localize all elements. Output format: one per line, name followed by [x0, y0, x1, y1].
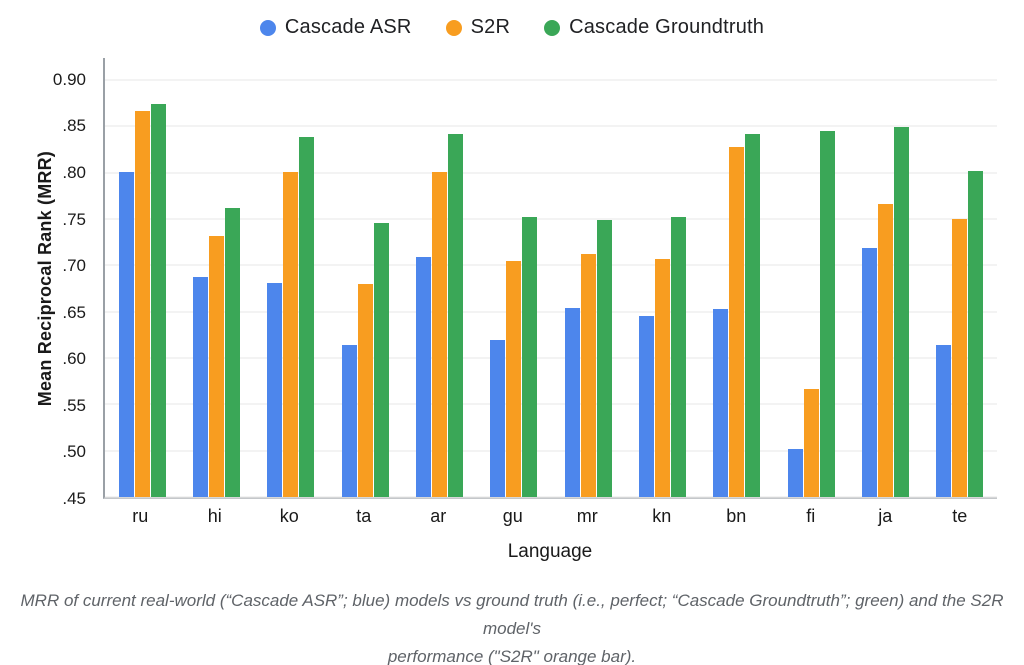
- legend-dot-icon-cascade-groundtruth: [544, 19, 561, 36]
- bar-group-mr: [551, 58, 625, 497]
- bar-cascade-asr-hi: [192, 277, 208, 497]
- legend-item-cascade-asr: Cascade ASR: [259, 16, 412, 39]
- bar-cascade-asr-ru: [118, 171, 134, 497]
- y-tick-label: .75: [62, 209, 86, 229]
- bar-cascade-groundtruth-ar: [447, 133, 463, 497]
- y-tick-label: .50: [62, 442, 86, 462]
- bar-s2r-bn: [729, 147, 745, 497]
- bar-cascade-groundtruth-kn: [670, 217, 686, 497]
- y-tick-label: 0.90: [52, 69, 86, 89]
- bar-s2r-fi: [803, 388, 819, 497]
- bar-cascade-groundtruth-te: [968, 170, 984, 497]
- y-tick-label: .65: [62, 302, 86, 322]
- x-tick-label-gu: gu: [502, 506, 523, 526]
- legend-label-cascade-asr: Cascade ASR: [284, 16, 412, 38]
- x-axis-labels: ru hi ko ta ar gu mr kn bn fi ja te: [103, 506, 997, 527]
- legend-dot-icon-s2r: [445, 19, 462, 36]
- y-tick-label: .60: [62, 349, 86, 369]
- bar-group-fi: [774, 58, 848, 497]
- legend-item-s2r: S2R: [445, 16, 511, 39]
- bar-group-ko: [254, 58, 328, 497]
- bar-s2r-hi: [208, 236, 224, 497]
- bar-cascade-groundtruth-ja: [893, 127, 909, 497]
- x-tick-label-bn: bn: [726, 506, 747, 526]
- x-tick-label-ta: ta: [356, 506, 372, 526]
- bar-groups: [105, 58, 997, 497]
- bar-cascade-asr-ta: [341, 344, 357, 497]
- bar-group-gu: [477, 58, 551, 497]
- bar-group-kn: [625, 58, 699, 497]
- x-tick-label-ko: ko: [279, 506, 299, 526]
- gridline: [105, 218, 997, 220]
- bar-cascade-groundtruth-bn: [745, 133, 761, 497]
- bar-group-ja: [848, 58, 922, 497]
- bar-cascade-asr-ko: [267, 282, 283, 497]
- bar-s2r-ta: [357, 283, 373, 497]
- y-tick-label: .45: [62, 489, 86, 508]
- bar-cascade-groundtruth-fi: [819, 130, 835, 497]
- gridline: [105, 311, 997, 313]
- bar-cascade-asr-fi: [787, 448, 803, 497]
- bar-cascade-groundtruth-hi: [224, 207, 240, 497]
- gridline: [105, 172, 997, 174]
- gridline: [105, 125, 997, 127]
- bar-cascade-groundtruth-ko: [299, 137, 315, 497]
- gridline: [105, 79, 997, 81]
- bar-s2r-gu: [506, 260, 522, 497]
- bar-cascade-groundtruth-mr: [596, 219, 612, 497]
- x-axis-title: Language: [507, 541, 593, 562]
- bar-group-ar: [402, 58, 476, 497]
- gridline: [105, 450, 997, 452]
- bar-s2r-ja: [877, 204, 893, 497]
- bar-cascade-groundtruth-ta: [373, 222, 389, 497]
- bar-cascade-asr-te: [936, 344, 952, 497]
- legend-label-cascade-groundtruth: Cascade Groundtruth: [569, 16, 765, 38]
- bar-cascade-asr-bn: [713, 308, 729, 497]
- bar-group-te: [923, 58, 997, 497]
- bar-s2r-ar: [431, 171, 447, 497]
- bar-s2r-kn: [654, 258, 670, 497]
- x-tick-label-kn: kn: [652, 506, 672, 526]
- legend-item-cascade-groundtruth: Cascade Groundtruth: [544, 16, 764, 39]
- x-tick-label-hi: hi: [207, 506, 222, 526]
- figure-caption-line2: performance ("S2R" orange bar).: [387, 647, 637, 665]
- legend-label-s2r: S2R: [470, 16, 511, 38]
- gridline: [105, 357, 997, 359]
- gridline: [105, 496, 997, 498]
- gridline: [105, 264, 997, 266]
- x-tick-label-mr: mr: [576, 506, 598, 526]
- bar-group-ta: [328, 58, 402, 497]
- bar-group-bn: [700, 58, 774, 497]
- bar-s2r-te: [952, 218, 968, 497]
- figure-caption-line1: MRR of current real-world (“Cascade ASR”…: [20, 591, 1004, 638]
- x-tick-label-te: te: [952, 506, 968, 526]
- x-tick-label-ar: ar: [430, 506, 447, 526]
- y-axis-ticks: 0.90 .85 .80 .75 .70 .65 .60 .55 .50 .45: [0, 58, 95, 508]
- bar-group-hi: [179, 58, 253, 497]
- bar-s2r-ru: [134, 111, 150, 497]
- y-tick-label: .80: [62, 163, 86, 183]
- y-tick-label: .70: [62, 256, 86, 276]
- bar-cascade-asr-ar: [415, 256, 431, 497]
- y-tick-label: .55: [62, 395, 86, 415]
- bar-cascade-asr-gu: [490, 340, 506, 497]
- bar-cascade-asr-mr: [564, 307, 580, 497]
- legend-dot-icon-cascade-asr: [259, 19, 276, 36]
- gridline: [105, 403, 997, 405]
- bar-s2r-ko: [283, 171, 299, 497]
- bar-cascade-groundtruth-ru: [150, 103, 166, 497]
- x-tick-label-ru: ru: [132, 506, 149, 526]
- x-tick-label-fi: fi: [806, 506, 816, 526]
- bar-group-ru: [105, 58, 179, 497]
- chart-legend: Cascade ASR S2R Cascade Groundtruth: [0, 16, 1024, 39]
- bar-cascade-asr-kn: [638, 316, 654, 497]
- y-tick-label: .85: [62, 116, 86, 136]
- bar-cascade-groundtruth-gu: [522, 217, 538, 497]
- figure-caption: MRR of current real-world (“Cascade ASR”…: [0, 587, 1024, 665]
- x-tick-label-ja: ja: [878, 506, 893, 526]
- bar-s2r-mr: [580, 254, 596, 497]
- bar-cascade-asr-ja: [861, 247, 877, 497]
- plot-area: [103, 58, 997, 499]
